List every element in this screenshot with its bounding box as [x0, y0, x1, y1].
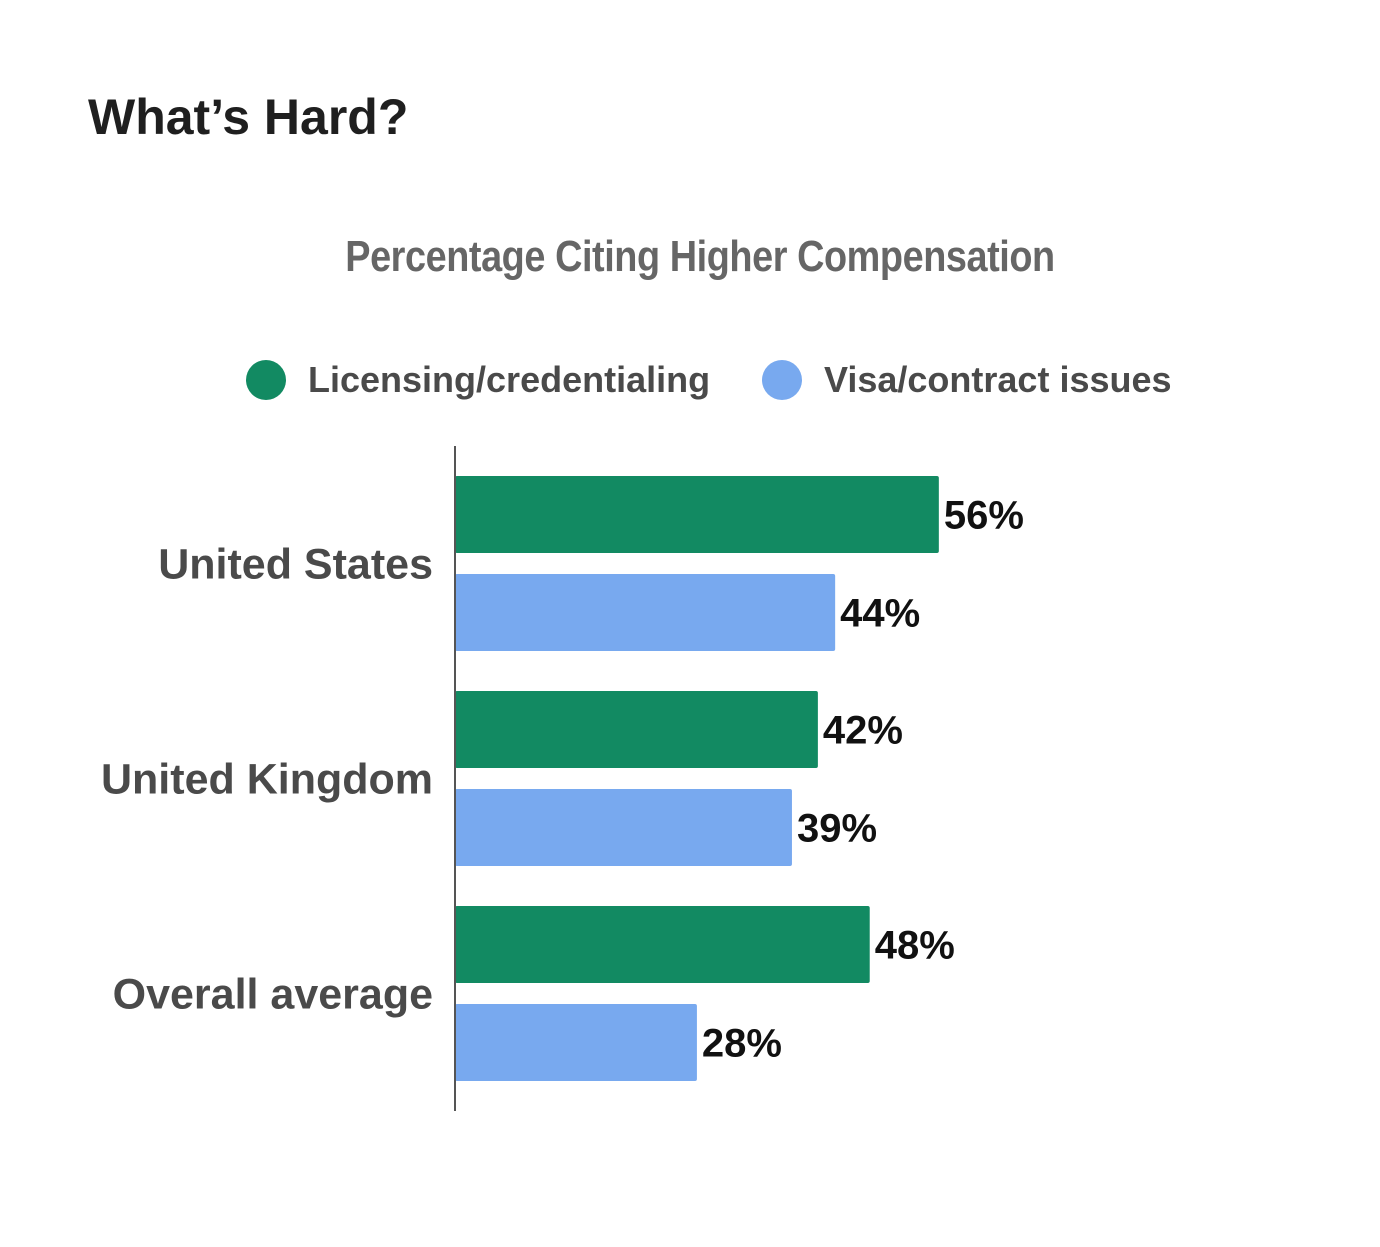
- bar-united-states-visa: [455, 574, 836, 651]
- chart-legend: Licensing/credentialing Visa/contract is…: [0, 358, 1380, 402]
- bar-united-kingdom-licensing: [455, 691, 818, 768]
- legend-swatch-visa: [762, 360, 802, 400]
- value-label-overall-average-visa: 28%: [702, 1022, 782, 1066]
- category-label-united-states: United States: [158, 541, 433, 589]
- value-label-united-kingdom-licensing: 42%: [823, 709, 903, 753]
- value-label-united-states-visa: 44%: [840, 592, 920, 636]
- chart-title: Percentage Citing Higher Compensation: [345, 232, 1055, 281]
- value-label-overall-average-licensing: 48%: [875, 924, 955, 968]
- value-label-united-states-licensing: 56%: [944, 494, 1024, 538]
- legend-item-licensing: Licensing/credentialing: [246, 358, 710, 402]
- category-label-united-kingdom: United Kingdom: [101, 756, 433, 804]
- legend-label-licensing: Licensing/credentialing: [308, 359, 711, 400]
- legend-swatch-licensing: [246, 360, 286, 400]
- category-label-overall-average: Overall average: [113, 971, 433, 1019]
- page-title: What’s Hard?: [88, 89, 409, 145]
- legend-item-visa: Visa/contract issues: [762, 358, 1172, 402]
- bar-overall-average-licensing: [455, 906, 870, 983]
- bar-united-kingdom-visa: [455, 789, 792, 866]
- legend-label-visa: Visa/contract issues: [824, 359, 1172, 400]
- value-label-united-kingdom-visa: 39%: [797, 807, 877, 851]
- bar-united-states-licensing: [455, 476, 939, 553]
- bar-overall-average-visa: [455, 1004, 697, 1081]
